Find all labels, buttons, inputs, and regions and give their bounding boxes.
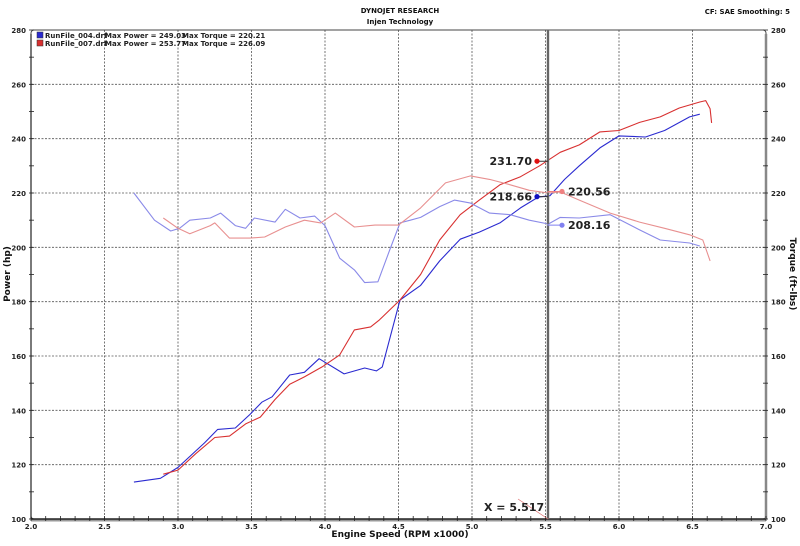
readout-connector-power_004 (536, 195, 549, 198)
plot-border (30, 29, 767, 520)
cursor-x-label: X = 5.517 (484, 501, 544, 514)
readout-connector-torque_004 (547, 223, 562, 226)
x-axis-label: Engine Speed (RPM x1000) (331, 530, 468, 540)
readout-value-torque_004: 208.16 (568, 219, 611, 232)
legend-max-torque-007: Max Torque = 226.09 (182, 40, 265, 48)
y-tick-label-right: 220 (771, 190, 786, 198)
y-tick-label-left: 260 (11, 81, 26, 89)
y-tick-label-right: 240 (771, 136, 786, 144)
y-tick-label-left: 240 (11, 136, 26, 144)
legend-max-torque-004: Max Torque = 220.21 (182, 32, 265, 40)
series-line-power_007 (163, 100, 713, 475)
cursor-group[interactable]: X = 5.517 231.70 218.66 220.56 208.16 (484, 30, 611, 520)
cursor-label-leader (517, 498, 549, 520)
legend-swatch-007 (36, 39, 44, 47)
y-tick-label-left: 280 (11, 27, 26, 35)
x-tick-label: 5.5 (539, 523, 552, 531)
readout-dot-torque_004 (559, 222, 565, 228)
legend-swatch-004 (36, 31, 44, 39)
y-tick-label-right: 160 (771, 353, 786, 361)
x-tick-label: 6.5 (686, 523, 699, 531)
series-line-torque_004 (133, 192, 700, 284)
y-tick-label-left: 120 (11, 462, 26, 470)
legend: RunFile_004.drf Max Power = 249.03 Max T… (36, 31, 265, 48)
readout-value-power_007: 231.70 (490, 155, 533, 168)
y-tick-label-left: 140 (11, 407, 26, 415)
y-tick-label-right: 120 (771, 462, 786, 470)
y-tick-label-left: 220 (11, 190, 26, 198)
readout-connector-torque_007 (547, 190, 562, 193)
y-tick-label-right: 140 (771, 407, 786, 415)
x-tick-label: 6.0 (613, 523, 626, 531)
readout-dot-power_007 (534, 158, 540, 164)
chart-title: DYNOJET RESEARCH (361, 7, 440, 15)
y-tick-label-right: 260 (771, 81, 786, 89)
x-tick-label: 4.5 (392, 523, 405, 531)
grid (31, 30, 766, 519)
y-tick-label-left: 200 (11, 244, 26, 252)
series-line-power_004 (133, 113, 700, 483)
x-tick-label: 2.0 (25, 523, 38, 531)
y-tick-label-right: 180 (771, 299, 786, 307)
chart-subtitle: Injen Technology (367, 18, 434, 26)
y-tick-label-right: 280 (771, 27, 786, 35)
x-tick-label: 2.5 (98, 523, 111, 531)
settings-label: CF: SAE Smoothing: 5 (705, 8, 790, 16)
legend-max-power-004: Max Power = 249.03 (105, 32, 186, 40)
series-line-torque_007 (162, 175, 711, 262)
series-group (133, 100, 713, 483)
x-tick-label: 3.0 (172, 523, 185, 531)
readout-value-torque_007: 220.56 (568, 185, 611, 198)
x-tick-label: 3.5 (245, 523, 258, 531)
readout-value-power_004: 218.66 (490, 191, 533, 204)
y-axis-right-label: Torque (ft-lbs) (787, 238, 797, 311)
x-tick-label: 4.0 (319, 523, 332, 531)
legend-file-007: RunFile_007.drf (45, 40, 108, 48)
y-axis-label: Power (hp) (3, 246, 13, 302)
readout-dot-torque_007 (559, 188, 565, 195)
x-tick-label: 7.0 (760, 523, 773, 531)
y-tick-label-left: 180 (11, 299, 26, 307)
readout-dot-power_004 (534, 194, 540, 200)
legend-max-power-007: Max Power = 253.77 (105, 40, 186, 48)
legend-file-004: RunFile_004.drf (45, 32, 108, 40)
x-tick-label: 5.0 (466, 523, 479, 531)
y-tick-label-right: 100 (771, 516, 786, 524)
y-tick-label-right: 200 (771, 244, 786, 252)
y-tick-label-left: 160 (11, 353, 26, 361)
readout-connector-power_007 (536, 160, 549, 162)
y-tick-label-left: 100 (11, 516, 26, 524)
